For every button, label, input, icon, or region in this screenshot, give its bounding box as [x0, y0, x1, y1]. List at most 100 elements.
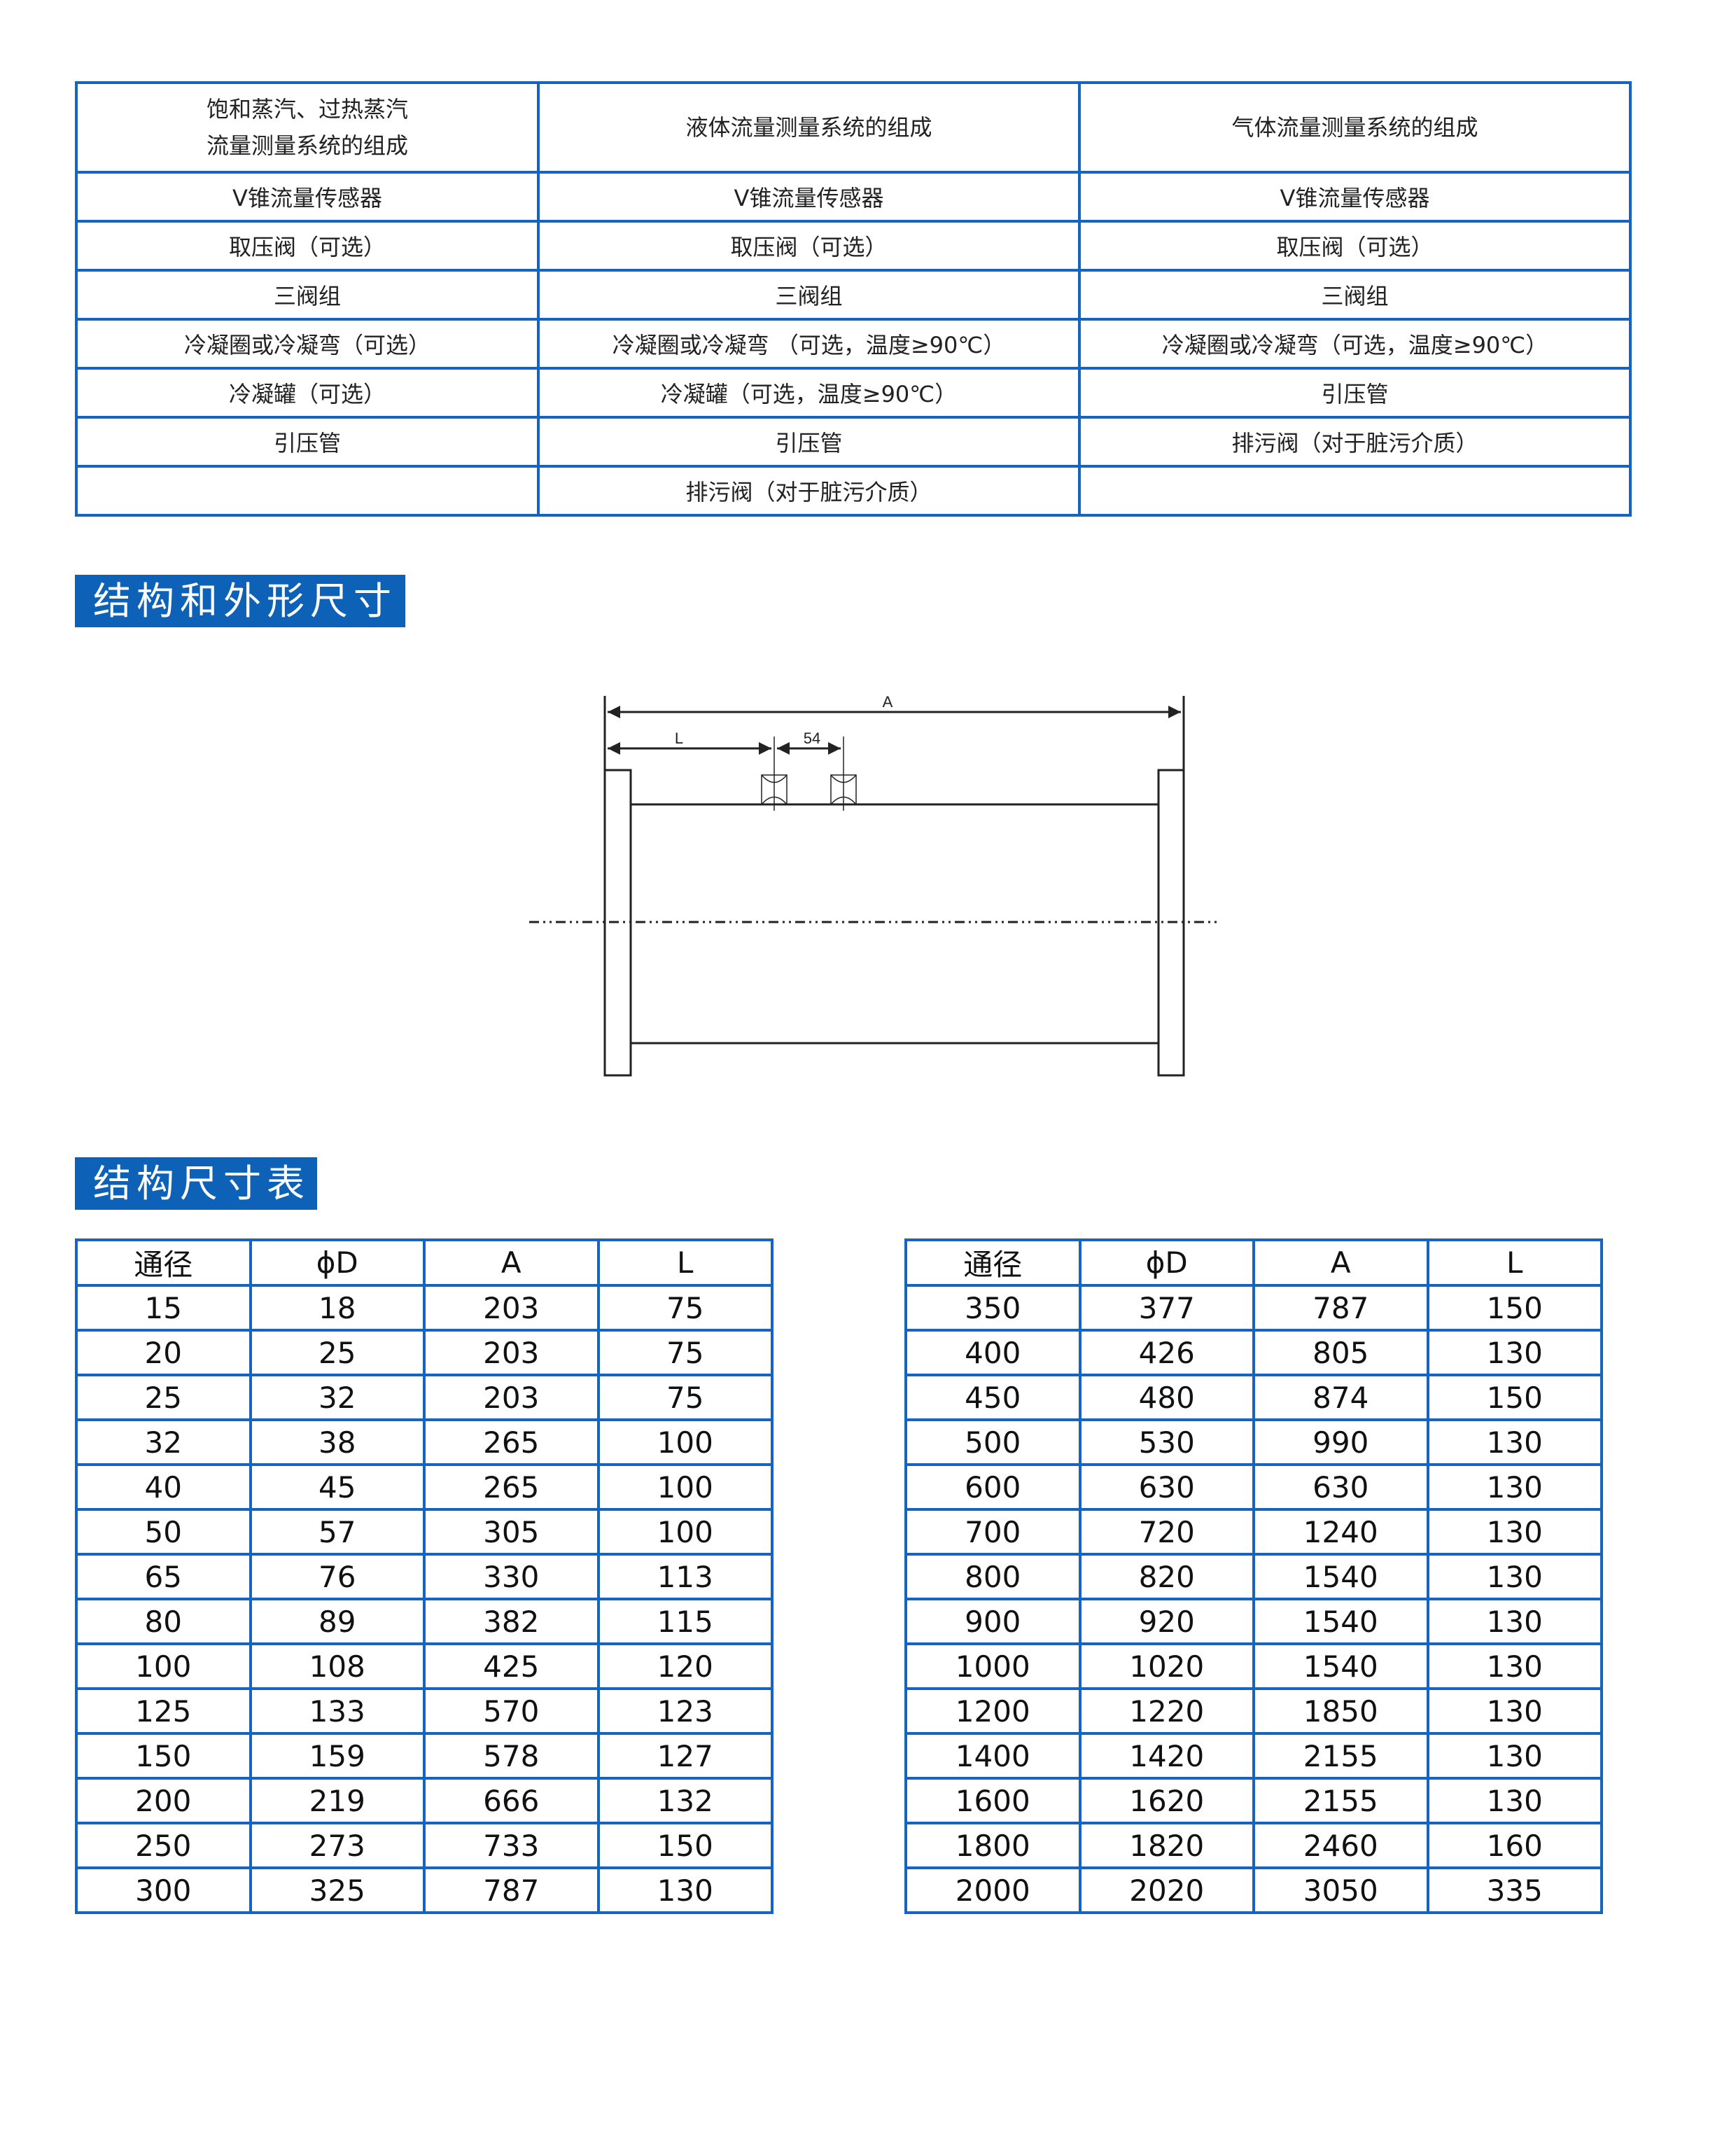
table-row: 冷凝圈或冷凝弯（可选） 冷凝圈或冷凝弯 （可选，温度≥90℃） 冷凝圈或冷凝弯（可选…	[75, 318, 1632, 370]
table-cell: 57	[248, 1508, 426, 1556]
table-cell: 100	[596, 1508, 774, 1556]
table-cell: 113	[596, 1553, 774, 1600]
table-cell: 32	[248, 1374, 426, 1421]
table-row: 500 530 990 130	[904, 1418, 1603, 1466]
pressure-tap-2	[830, 737, 857, 811]
column-header: 通径	[75, 1238, 252, 1287]
table-cell: 取压阀（可选）	[75, 220, 540, 272]
table-cell: 引压管	[537, 416, 1081, 468]
table-cell: 76	[248, 1553, 426, 1600]
table-cell: 132	[596, 1777, 774, 1824]
table-cell: 1000	[904, 1642, 1082, 1690]
table-cell: 108	[248, 1642, 426, 1690]
table-cell: 130	[1426, 1553, 1603, 1600]
table-row: 1600 1620 2155 130	[904, 1777, 1603, 1824]
table-cell: 1540	[1252, 1553, 1429, 1600]
table-cell: 3050	[1252, 1866, 1429, 1914]
table-cell: 900	[904, 1598, 1082, 1645]
table-row: 20 25 203 75	[75, 1329, 774, 1376]
table-cell: 250	[75, 1822, 252, 1869]
table-header-row: 通径 ϕD A L	[904, 1238, 1603, 1287]
table-cell: 2460	[1252, 1822, 1429, 1869]
table-cell: 75	[596, 1374, 774, 1421]
table-cell: 冷凝圈或冷凝弯（可选，温度≥90℃）	[1078, 318, 1632, 370]
table-row: 1000 1020 1540 130	[904, 1642, 1603, 1690]
table-cell: 1420	[1078, 1732, 1255, 1780]
table-cell: 130	[1426, 1777, 1603, 1824]
table-cell: 100	[596, 1418, 774, 1466]
table-row: 三阀组 三阀组 三阀组	[75, 269, 1632, 321]
table-cell: 100	[596, 1463, 774, 1511]
table-cell: 426	[1078, 1329, 1255, 1376]
table-cell: 取压阀（可选）	[537, 220, 1081, 272]
table-cell: 350	[904, 1284, 1082, 1332]
table-cell: 265	[423, 1418, 600, 1466]
table-cell: 冷凝圈或冷凝弯 （可选，温度≥90℃）	[537, 318, 1081, 370]
dimension-a-label: A	[883, 693, 893, 711]
table-cell: 120	[596, 1642, 774, 1690]
table-row: 300 325 787 130	[75, 1866, 774, 1914]
table-cell: 300	[75, 1866, 252, 1914]
table-row: 125 133 570 123	[75, 1687, 774, 1735]
table-cell: 三阀组	[1078, 269, 1632, 321]
table-row: 1200 1220 1850 130	[904, 1687, 1603, 1735]
table-cell	[1078, 465, 1632, 517]
pressure-tap-1	[761, 737, 788, 811]
table-cell: 874	[1252, 1374, 1429, 1421]
column-header: L	[1426, 1238, 1603, 1287]
table-cell: 920	[1078, 1598, 1255, 1645]
table-cell: 990	[1252, 1418, 1429, 1466]
table-cell: 150	[596, 1822, 774, 1869]
table-cell: 325	[248, 1866, 426, 1914]
table-cell: 1020	[1078, 1642, 1255, 1690]
table-row: V锥流量传感器 V锥流量传感器 V锥流量传感器	[75, 171, 1632, 223]
table-cell: 1200	[904, 1687, 1082, 1735]
column-header: L	[596, 1238, 774, 1287]
table-cell: 203	[423, 1374, 600, 1421]
table-cell: 200	[75, 1777, 252, 1824]
column-header: 液体流量测量系统的组成	[537, 81, 1081, 174]
table-cell: 50	[75, 1508, 252, 1556]
table-row: 引压管 引压管 排污阀（对于脏污介质）	[75, 416, 1632, 468]
table-cell: 三阀组	[537, 269, 1081, 321]
table-cell: 130	[596, 1866, 774, 1914]
table-cell: 2155	[1252, 1777, 1429, 1824]
table-cell: 115	[596, 1598, 774, 1645]
table-row: 2000 2020 3050 335	[904, 1866, 1603, 1914]
table-cell: 123	[596, 1687, 774, 1735]
table-cell: 1820	[1078, 1822, 1255, 1869]
table-cell: 159	[248, 1732, 426, 1780]
table-cell: 1220	[1078, 1687, 1255, 1735]
table-cell: 25	[75, 1374, 252, 1421]
table-cell: 1800	[904, 1822, 1082, 1869]
table-cell: 330	[423, 1553, 600, 1600]
table-cell: 820	[1078, 1553, 1255, 1600]
table-cell: 578	[423, 1732, 600, 1780]
table-cell: 15	[75, 1284, 252, 1332]
table-cell: 2155	[1252, 1732, 1429, 1780]
table-cell: 25	[248, 1329, 426, 1376]
table-cell: 450	[904, 1374, 1082, 1421]
section-title-structure: 结构和外形尺寸	[75, 575, 405, 627]
table-cell: 引压管	[75, 416, 540, 468]
table-cell: 400	[904, 1329, 1082, 1376]
column-header: ϕD	[1078, 1238, 1255, 1287]
section-title-dimension-table: 结构尺寸表	[75, 1157, 317, 1210]
table-cell: 382	[423, 1598, 600, 1645]
table-cell: 600	[904, 1463, 1082, 1511]
table-cell: 720	[1078, 1508, 1255, 1556]
table-cell: 700	[904, 1508, 1082, 1556]
table-cell: 127	[596, 1732, 774, 1780]
table-cell: 1540	[1252, 1598, 1429, 1645]
table-cell: 三阀组	[75, 269, 540, 321]
table-cell: 1540	[1252, 1642, 1429, 1690]
table-row: 取压阀（可选） 取压阀（可选） 取压阀（可选）	[75, 220, 1632, 272]
column-header: 通径	[904, 1238, 1082, 1287]
table-row: 450 480 874 150	[904, 1374, 1603, 1421]
table-cell: V锥流量传感器	[75, 171, 540, 223]
column-header: A	[423, 1238, 600, 1287]
table-cell: 130	[1426, 1418, 1603, 1466]
system-composition-table: 饱和蒸汽、过热蒸汽 流量测量系统的组成 液体流量测量系统的组成 气体流量测量系统的组成…	[75, 81, 1632, 517]
table-cell: 18	[248, 1284, 426, 1332]
table-cell: 150	[1426, 1374, 1603, 1421]
